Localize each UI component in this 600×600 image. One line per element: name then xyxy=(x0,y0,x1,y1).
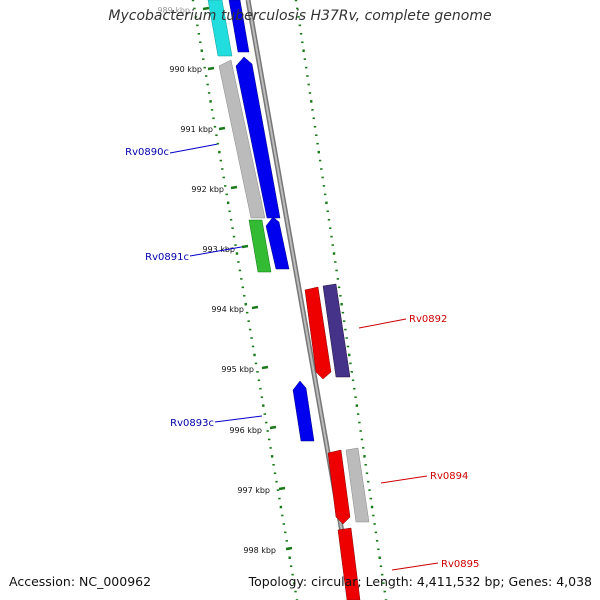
gene-label-rv0891c[interactable]: Rv0891c xyxy=(145,252,189,263)
leader-rv0892 xyxy=(358,318,407,329)
leader-rv0890c xyxy=(169,143,219,154)
leader-rv0894 xyxy=(380,475,428,484)
tick-label-989: 989 kbp xyxy=(157,6,190,15)
tick-mark xyxy=(278,486,286,491)
gene-feature-rv0893c[interactable] xyxy=(292,380,315,442)
map-title: Mycobacterium tuberculosis H37Rv, comple… xyxy=(108,8,492,24)
tick-mark xyxy=(218,126,226,131)
genome-summary-text: Topology: circular; Length: 4,411,532 bp… xyxy=(248,574,592,589)
gene-feature-rv0891c[interactable] xyxy=(265,216,290,270)
tick-mark xyxy=(261,365,269,370)
accession-text: Accession: NC_000962 xyxy=(9,574,152,589)
tick-label-991: 991 kbp xyxy=(180,125,213,134)
tick-label-994: 994 kbp xyxy=(211,305,244,314)
gene-feature-rv0894[interactable] xyxy=(327,449,351,525)
tick-label-992: 992 kbp xyxy=(191,185,224,194)
tick-mark xyxy=(269,425,277,430)
gene-label-rv0892[interactable]: Rv0892 xyxy=(409,314,447,325)
gene-feature-purple[interactable] xyxy=(322,283,351,378)
gene-feature-cyan[interactable] xyxy=(207,0,233,57)
tick-mark xyxy=(285,546,293,551)
gene-label-rv0890c[interactable]: Rv0890c xyxy=(125,147,169,158)
gene-feature-green[interactable] xyxy=(248,219,272,273)
tick-label-998: 998 kbp xyxy=(243,546,276,555)
tick-mark xyxy=(207,66,215,71)
tick-mark xyxy=(241,244,249,249)
gene-label-rv0895[interactable]: Rv0895 xyxy=(441,559,479,570)
tick-label-995: 995 kbp xyxy=(221,365,254,374)
leader-rv0893c xyxy=(214,415,263,423)
gene-label-rv0893c[interactable]: Rv0893c xyxy=(170,418,214,429)
tick-label-997: 997 kbp xyxy=(237,486,270,495)
gene-feature-blue-top[interactable] xyxy=(228,0,250,53)
tick-marks xyxy=(202,6,293,551)
tick-mark xyxy=(202,6,210,11)
tick-label-990: 990 kbp xyxy=(169,65,202,74)
gene-label-rv0894[interactable]: Rv0894 xyxy=(430,471,468,482)
gene-feature-rv0890c[interactable] xyxy=(235,56,281,219)
tick-label-993: 993 kbp xyxy=(202,245,235,254)
gene-feature-rv0895[interactable] xyxy=(337,527,361,600)
gene-feature-grey-1[interactable] xyxy=(218,59,266,219)
leader-rv0895 xyxy=(391,562,439,571)
tick-label-996: 996 kbp xyxy=(229,426,262,435)
gene-feature-rv0892[interactable] xyxy=(304,286,332,380)
leader-rv0891c xyxy=(189,245,248,257)
gc-dotted-tracks xyxy=(191,0,388,600)
tick-mark xyxy=(251,305,259,310)
tick-mark xyxy=(230,185,238,190)
gene-feature-grey-2[interactable] xyxy=(345,447,370,523)
